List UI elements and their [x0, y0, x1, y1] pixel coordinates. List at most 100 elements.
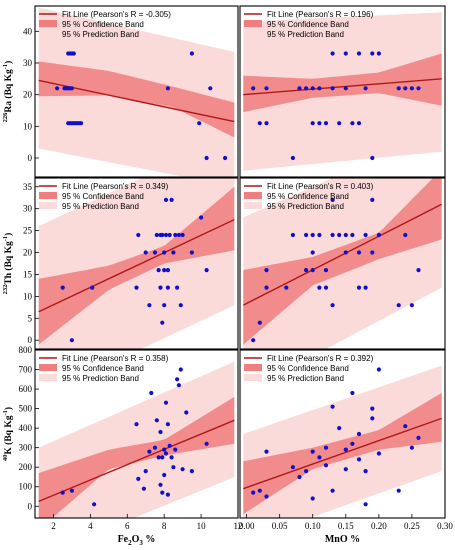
data-point	[350, 390, 355, 396]
y-axis-label: 232Th (Bq Kg-1)	[2, 233, 14, 295]
data-point	[156, 268, 161, 273]
plot-area	[38, 178, 235, 349]
data-point	[134, 285, 139, 290]
legend-confidence-swatch	[39, 192, 57, 199]
y-tick-label: 400	[19, 423, 33, 433]
data-point	[317, 285, 322, 290]
data-point	[297, 86, 302, 91]
data-point	[310, 232, 315, 238]
legend-confidence-swatch	[39, 364, 57, 371]
y-tick-label: 40	[23, 26, 33, 36]
panel-frame	[34, 5, 239, 178]
data-point	[370, 416, 375, 421]
legend-fit-label: Fit Line (Pearson's R = 0.392)	[267, 354, 374, 363]
data-point	[264, 285, 269, 290]
y-tick-label: 200	[19, 462, 33, 472]
data-point	[147, 449, 152, 454]
data-point	[178, 367, 183, 372]
data-point	[370, 406, 375, 411]
y-tick-label: 15	[23, 269, 33, 279]
panel-4: Fit Line (Pearson's R = 0.403)95 % Confi…	[239, 177, 446, 350]
panel-frame	[239, 177, 446, 350]
data-point	[284, 285, 289, 290]
data-point	[343, 232, 348, 238]
x-tick-label: 4	[88, 521, 93, 531]
y-tick-label: 800	[19, 345, 33, 355]
data-point	[317, 232, 322, 238]
y-tick-label: 35	[23, 182, 33, 192]
data-point	[356, 121, 362, 126]
y-label-main: Ra (Bq Kg	[3, 69, 14, 113]
y-label-isotope: 40	[2, 455, 9, 462]
data-point	[152, 445, 158, 450]
y-tick-label: 500	[19, 404, 33, 414]
legend-confidence-label: 95 % Confidence Band	[62, 364, 144, 373]
data-point	[337, 121, 342, 126]
data-point	[162, 303, 167, 308]
y-label-isotope: 232	[2, 285, 9, 295]
legend-prediction-label: 95 % Prediction Band	[62, 374, 139, 383]
data-point	[79, 121, 84, 126]
x-tick-label: 0.10	[305, 521, 321, 531]
data-point	[350, 441, 355, 446]
confidence-band	[243, 178, 442, 345]
x-tick-label: 0.00	[239, 521, 255, 531]
data-point	[165, 492, 170, 497]
y-tick-label: 0	[28, 335, 33, 345]
legend-confidence-swatch	[244, 20, 262, 27]
data-point	[171, 250, 176, 255]
y-label-close: )	[3, 61, 14, 64]
data-point	[310, 250, 315, 255]
legend-prediction-swatch	[39, 202, 57, 209]
data-point	[165, 422, 170, 427]
legend-prediction-label: 95 % Prediction Band	[267, 202, 344, 211]
y-label-isotope: 226	[2, 112, 9, 123]
y-tick-label: 10	[23, 121, 33, 131]
data-point	[257, 488, 262, 493]
y-axis-label: 226Ra (Bq Kg-1)	[2, 61, 14, 123]
data-point	[330, 303, 335, 308]
data-point	[251, 490, 256, 495]
data-point	[180, 467, 185, 472]
legend-prediction-swatch	[244, 202, 262, 209]
data-point	[189, 250, 194, 255]
panel-6: Fit Line (Pearson's R = 0.392)95 % Confi…	[239, 349, 453, 545]
panel-5: Fit Line (Pearson's R = 0.358)95 % Confi…	[2, 345, 243, 547]
data-point	[310, 496, 315, 501]
y-label-close: )	[3, 233, 14, 236]
data-point	[204, 441, 209, 446]
plot-area	[38, 7, 235, 177]
data-point	[409, 445, 414, 450]
data-point	[163, 400, 169, 405]
data-point	[416, 268, 421, 273]
y-tick-label: 300	[19, 443, 33, 453]
data-point	[403, 86, 408, 91]
data-point	[264, 121, 269, 126]
x-label-sub2: 3	[139, 539, 143, 547]
data-point	[370, 155, 375, 161]
legend-confidence-label: 95 % Confidence Band	[267, 364, 349, 373]
data-point	[223, 155, 228, 161]
data-point	[290, 465, 295, 470]
data-point	[92, 502, 97, 507]
data-point	[304, 86, 309, 91]
data-point	[290, 232, 295, 238]
x-tick-label: 0.05	[272, 521, 288, 531]
data-point	[356, 431, 362, 437]
legend-prediction-swatch	[244, 374, 262, 381]
data-point	[251, 86, 256, 91]
data-point	[60, 490, 65, 495]
data-point	[343, 51, 348, 56]
data-point	[171, 465, 176, 470]
data-point	[156, 455, 161, 460]
data-point	[396, 488, 401, 493]
data-point	[152, 250, 158, 255]
x-tick-label: 0.15	[338, 521, 354, 531]
data-point	[310, 121, 315, 126]
data-point	[363, 469, 368, 474]
data-point	[356, 457, 362, 462]
data-point	[160, 320, 165, 325]
data-point	[304, 268, 309, 273]
x-tick-label: 10	[197, 521, 207, 531]
data-point	[264, 86, 269, 91]
